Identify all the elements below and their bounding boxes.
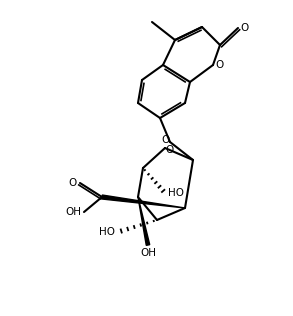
Text: O: O — [215, 60, 223, 70]
Polygon shape — [138, 197, 150, 245]
Text: OH: OH — [140, 248, 156, 258]
Text: O: O — [161, 135, 169, 145]
Polygon shape — [102, 195, 185, 208]
Text: HO: HO — [168, 188, 184, 198]
Text: O: O — [240, 23, 248, 33]
Text: OH: OH — [65, 207, 81, 217]
Text: HO: HO — [99, 227, 115, 237]
Text: O: O — [69, 178, 77, 188]
Text: O: O — [166, 145, 174, 155]
